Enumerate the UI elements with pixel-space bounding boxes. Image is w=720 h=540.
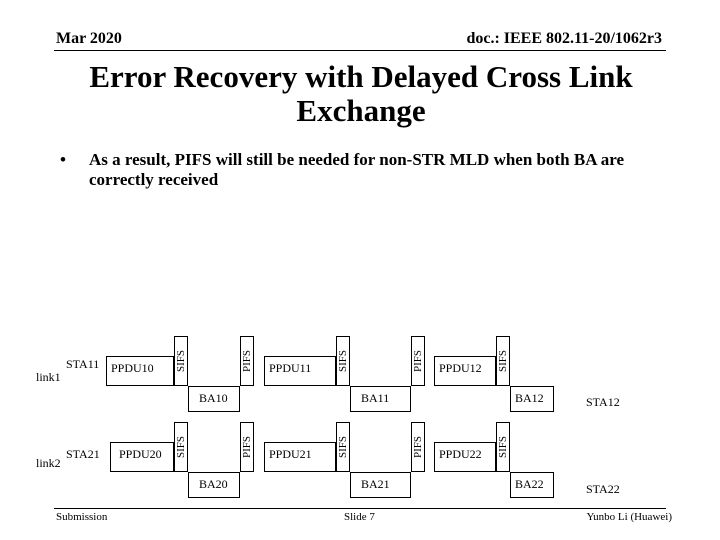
ppdu21-label: PPDU21 bbox=[269, 447, 312, 461]
ba11-frame: BA11 bbox=[350, 386, 411, 412]
link2-label: link2 bbox=[36, 456, 61, 470]
footer-submission: Submission bbox=[56, 511, 108, 523]
header-date: Mar 2020 bbox=[56, 30, 122, 47]
pifs-label: PIFS bbox=[412, 349, 424, 373]
sifs-label: SIFS bbox=[497, 349, 509, 373]
ppdu21-frame: PPDU21 bbox=[264, 442, 336, 472]
ba21-frame: BA21 bbox=[350, 472, 411, 498]
ba11-label: BA11 bbox=[361, 391, 390, 405]
ba20-label: BA20 bbox=[199, 477, 228, 491]
link2-sifs-3: SIFS bbox=[496, 422, 510, 472]
ba22-label: BA22 bbox=[515, 477, 544, 491]
ba22-frame: BA22 bbox=[510, 472, 554, 498]
pifs-label: PIFS bbox=[412, 435, 424, 459]
link2-station-label: STA21 bbox=[66, 447, 100, 461]
pifs-label: PIFS bbox=[241, 349, 253, 373]
header-divider bbox=[54, 50, 666, 51]
footer-author: Yunbo Li (Huawei) bbox=[586, 511, 672, 523]
header-doc-id: doc.: IEEE 802.11-20/1062r3 bbox=[466, 30, 662, 47]
ba12-label: BA12 bbox=[515, 391, 544, 405]
ppdu22-label: PPDU22 bbox=[439, 447, 482, 461]
ppdu11-frame: PPDU11 bbox=[264, 356, 336, 386]
ppdu20-frame: PPDU20 bbox=[110, 442, 174, 472]
link1-peer-label: STA12 bbox=[586, 395, 620, 409]
bullet-text: As a result, PIFS will still be needed f… bbox=[89, 150, 625, 189]
ba10-label: BA10 bbox=[199, 391, 228, 405]
ba21-label: BA21 bbox=[361, 477, 390, 491]
ppdu20-label: PPDU20 bbox=[119, 447, 162, 461]
ba12-frame: BA12 bbox=[510, 386, 554, 412]
sifs-label: SIFS bbox=[497, 435, 509, 459]
link1-sifs-1: SIFS bbox=[174, 336, 188, 386]
link2-peer-label: STA22 bbox=[586, 482, 620, 496]
link1-station-label: STA11 bbox=[66, 357, 100, 371]
ppdu12-label: PPDU12 bbox=[439, 361, 482, 375]
slide-title: Error Recovery with Delayed Cross Link E… bbox=[89, 59, 633, 128]
link1-sifs-2: SIFS bbox=[336, 336, 350, 386]
sifs-label: SIFS bbox=[175, 349, 187, 373]
ba10-frame: BA10 bbox=[188, 386, 240, 412]
link1-sifs-3: SIFS bbox=[496, 336, 510, 386]
link1-label: link1 bbox=[36, 370, 61, 384]
sifs-label: SIFS bbox=[175, 435, 187, 459]
ppdu10-label: PPDU10 bbox=[111, 361, 154, 375]
pifs-label: PIFS bbox=[241, 435, 253, 459]
link2-sifs-1: SIFS bbox=[174, 422, 188, 472]
link1-pifs-1: PIFS bbox=[240, 336, 254, 386]
bullet-marker: • bbox=[60, 150, 66, 169]
link2-pifs-2: PIFS bbox=[411, 422, 425, 472]
sifs-label: SIFS bbox=[337, 435, 349, 459]
ppdu22-frame: PPDU22 bbox=[434, 442, 496, 472]
sifs-label: SIFS bbox=[337, 349, 349, 373]
footer-slide-number: Slide 7 bbox=[344, 511, 375, 523]
link1-pifs-2: PIFS bbox=[411, 336, 425, 386]
ppdu12-frame: PPDU12 bbox=[434, 356, 496, 386]
ppdu10-frame: PPDU10 bbox=[106, 356, 174, 386]
footer-divider bbox=[54, 508, 666, 509]
link2-pifs-1: PIFS bbox=[240, 422, 254, 472]
ppdu11-label: PPDU11 bbox=[269, 361, 312, 375]
link2-sifs-2: SIFS bbox=[336, 422, 350, 472]
ba20-frame: BA20 bbox=[188, 472, 240, 498]
